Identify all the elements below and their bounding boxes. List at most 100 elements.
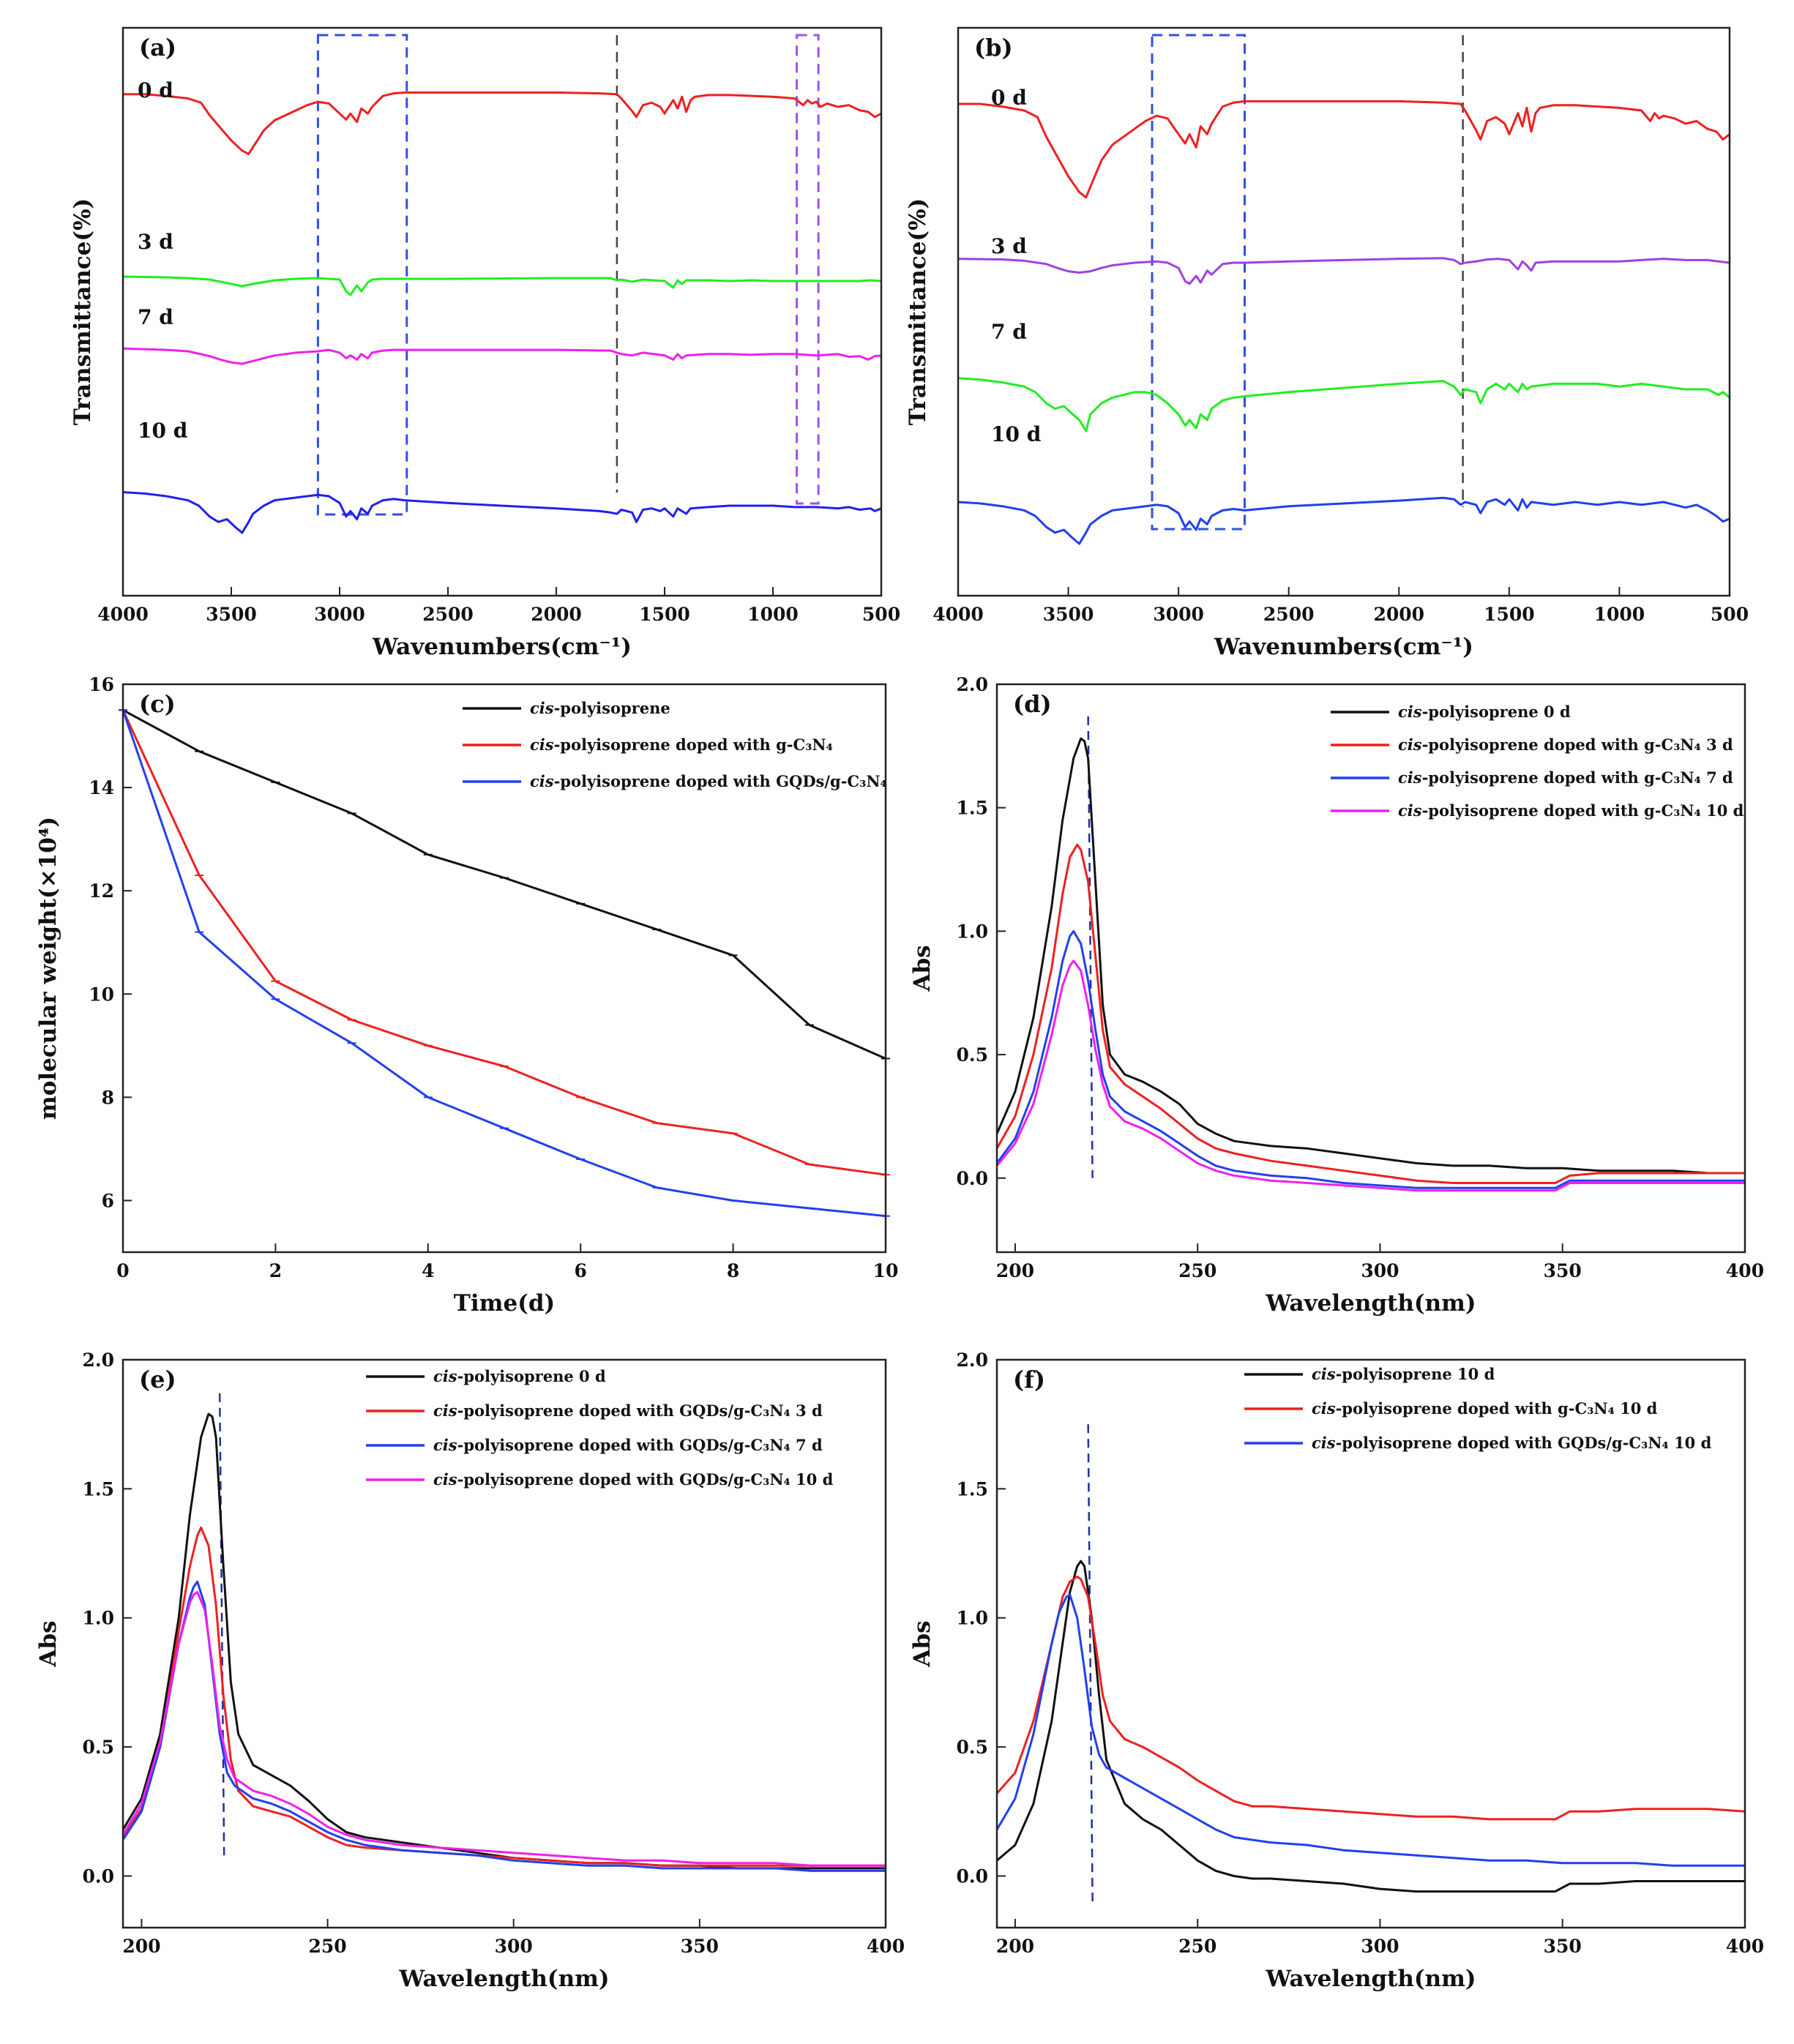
y-axis-title: Abs: [35, 1620, 61, 1667]
y-tick-label: 1.5: [957, 1478, 989, 1500]
y-tick-label: 1.0: [957, 1608, 989, 1629]
y-tick-label: 2.0: [83, 1349, 115, 1371]
plot-frame: [995, 683, 1746, 1254]
series-line-0-d: [958, 100, 1730, 199]
series-line-cis-polyisoprene-doped-with-GQDs/g-C3N4-10-d: [995, 1593, 1745, 1867]
y-tick-label: 2.0: [957, 1349, 989, 1371]
panel-label: (e): [139, 1366, 176, 1393]
series-line-cis-polyisoprene-0-d: [995, 737, 1745, 1175]
panel-label: (a): [139, 34, 176, 61]
series-label: 0 d: [138, 78, 173, 102]
x-tick-label: 4: [422, 1260, 434, 1281]
x-tick-label: 2500: [1263, 604, 1315, 625]
y-tick-label: 2.0: [957, 674, 989, 695]
y-axis-title: Transmittance(%): [905, 198, 931, 425]
x-tick-label: 400: [1726, 1260, 1764, 1281]
y-tick-label: 8: [102, 1087, 114, 1108]
series-line-3-d: [957, 257, 1730, 285]
panel-label: (d): [1013, 690, 1052, 718]
x-tick-label: 1000: [1594, 604, 1645, 625]
series-line-cis-polyisoprene-doped-with-g-C3N4-3-d: [995, 843, 1745, 1184]
x-tick-label: 8: [727, 1260, 739, 1281]
x-tick-label: 200: [122, 1936, 160, 1957]
series-label: 0 d: [991, 86, 1027, 110]
plot-frame: [995, 1358, 1746, 1929]
y-tick-label: 0.0: [83, 1865, 115, 1887]
legend-label: cis-polyisoprene 0 d: [1398, 703, 1571, 721]
legend-label: cis-polyisoprene 0 d: [433, 1367, 606, 1385]
legend-label: cis-polyisoprene doped with g-C₃N₄ 10 d: [1312, 1399, 1658, 1418]
series-line-10-d: [957, 496, 1730, 545]
x-axis-title: Wavelength(nm): [1265, 1290, 1476, 1317]
x-tick-label: 3500: [206, 604, 257, 625]
series-line-cis-polyisoprene-doped-with-GQDs/g-C3N4-3-d: [122, 1526, 886, 1867]
x-tick-label: 350: [1544, 1260, 1582, 1281]
x-tick-label: 1500: [1484, 604, 1535, 625]
x-tick-label: 1500: [639, 604, 690, 625]
peak-reference-line: [1087, 1424, 1094, 1902]
panel-label: (f): [1013, 1366, 1045, 1393]
series-label: 3 d: [991, 234, 1027, 258]
chart-panel-f: 0.0 0.5 1.0 1.5 2.0 cis-polyisoprene 10 d cis-…: [909, 1349, 1764, 1992]
x-tick-label: 500: [1711, 604, 1749, 625]
x-axis-title: Wavelength(nm): [1265, 1966, 1476, 1992]
legend-label: cis-polyisoprene doped with GQDs/g-C₃N₄ …: [433, 1470, 834, 1489]
x-tick-label: 250: [308, 1936, 346, 1957]
series-line-0-d: [123, 91, 882, 155]
y-axis-title: Transmittance(%): [70, 198, 96, 425]
x-tick-label: 200: [996, 1260, 1034, 1281]
y-tick-label: 0.5: [83, 1737, 115, 1758]
legend-label: cis-polyisoprene doped with g-C₃N₄ 7 d: [1398, 768, 1733, 787]
series-line-cis-polyisoprene-doped-with-GQDs/g-C3N4-10-d: [122, 1591, 886, 1867]
legend-label: cis-polyisoprene doped with GQDs/g-C₃N₄: [530, 772, 887, 790]
plot-frame: [957, 26, 1731, 597]
legend-label: cis-polyisoprene doped with GQDs/g-C₃N₄ …: [1312, 1434, 1712, 1452]
highlight-box: [1151, 34, 1246, 531]
series-line-cis-polyisoprene-doped-with-g-C3N4-7-d: [995, 929, 1745, 1189]
peak-reference-line: [1087, 716, 1094, 1178]
x-axis-title: Wavelength(nm): [398, 1966, 609, 1992]
series-label: 10 d: [138, 419, 187, 443]
series-line-cis-polyisoprene-doped-with-g-C3N4-10-d: [995, 1575, 1746, 1821]
x-axis-title: Wavenumbers(cm⁻¹): [372, 634, 632, 660]
x-tick-label: 10: [873, 1260, 899, 1281]
x-tick-label: 300: [1361, 1936, 1399, 1957]
y-tick-label: 0.0: [957, 1865, 989, 1887]
x-tick-label: 2500: [422, 604, 474, 625]
peak-reference-line: [218, 1393, 225, 1856]
x-axis-title: Time(d): [454, 1290, 555, 1317]
x-tick-label: 3500: [1043, 604, 1094, 625]
chart-panel-e: 0.0 0.5 1.0 1.5 2.0 cis-polyisoprene 0 d cis-p…: [35, 1349, 905, 1992]
x-tick-label: 0: [116, 1260, 129, 1281]
y-tick-label: 1.5: [957, 798, 989, 819]
legend-label: cis-polyisoprene 10 d: [1312, 1365, 1495, 1383]
x-tick-label: 2: [269, 1260, 282, 1281]
x-tick-label: 1000: [747, 604, 799, 625]
chart-panel-d: 0.0 0.5 1.0 1.5 2.0 cis-polyisoprene 0 d cis-p…: [909, 674, 1764, 1317]
x-tick-label: 6: [574, 1260, 586, 1281]
y-tick-label: 16: [89, 674, 114, 695]
panel-label: (c): [139, 690, 176, 718]
y-tick-label: 1.0: [957, 921, 989, 942]
y-tick-label: 14: [89, 777, 114, 798]
series-line-3-d: [122, 275, 882, 296]
chart-panel-a: 0 d 3 d 7 d 10 d 4000 3500 3000 2500 2000 1500 100…: [70, 26, 900, 660]
series-line-cis-polyisoprene-doped-with-g-C3N4-10-d: [995, 959, 1745, 1192]
highlight-box: [796, 34, 820, 505]
x-tick-label: 200: [996, 1936, 1034, 1957]
x-tick-label: 500: [862, 604, 900, 625]
legend-label: cis-polyisoprene doped with g-C₃N₄ 10 d: [1398, 801, 1744, 820]
chart-panel-b: 0 d 3 d 7 d 10 d 4000 3500 3000 2500 2000 1500 100…: [905, 26, 1749, 660]
plot-frame: [122, 1358, 887, 1929]
x-tick-label: 250: [1178, 1936, 1216, 1957]
legend-label: cis-polyisoprene: [530, 699, 670, 717]
series-line-10-d: [122, 491, 882, 534]
y-tick-label: 6: [102, 1190, 114, 1211]
x-tick-label: 300: [495, 1936, 533, 1957]
plot-frame: [122, 26, 883, 597]
y-axis-title: Abs: [909, 1620, 935, 1667]
series-label: 10 d: [991, 422, 1041, 446]
legend-label: cis-polyisoprene doped with g-C₃N₄: [530, 735, 833, 754]
y-tick-label: 1.5: [83, 1478, 115, 1500]
x-tick-label: 400: [867, 1936, 905, 1957]
